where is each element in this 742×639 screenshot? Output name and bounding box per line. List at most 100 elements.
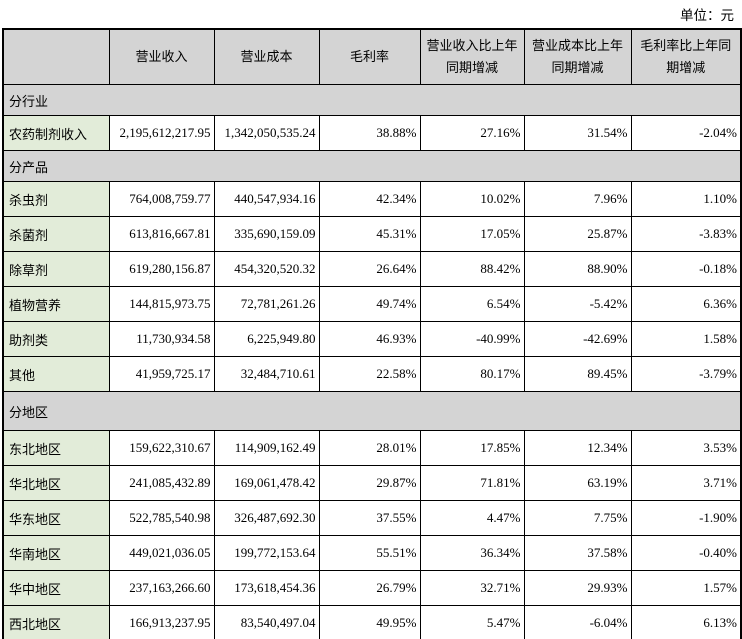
value-cell: 71.81% — [419, 465, 525, 501]
value-cell: 169,061,478.42 — [213, 465, 320, 501]
value-cell: 199,772,153.64 — [213, 535, 320, 571]
column-header: 营业收入 — [108, 28, 215, 85]
table-row: 杀菌剂 613,816,667.81 335,690,159.09 45.31% 17.… — [2, 216, 742, 252]
table-row: 东北地区 159,622,310.67 114,909,162.49 28.01% 17… — [2, 430, 742, 466]
value-cell: -1.90% — [630, 500, 742, 536]
value-cell: 237,163,266.60 — [108, 570, 215, 606]
value-cell: 1.57% — [630, 570, 742, 606]
financial-segment-table: 营业收入 营业成本 毛利率 营业收入比上年同期增减 营业成本比上年同期增减 毛利率比上年同… — [2, 28, 742, 639]
value-cell: 49.74% — [318, 286, 421, 322]
value-cell: 37.55% — [318, 500, 421, 536]
table-row: 农药制剂收入 2,195,612,217.95 1,342,050,535.24 38… — [2, 115, 742, 151]
section-header-cell: 分地区 — [2, 391, 742, 431]
value-cell: 2,195,612,217.95 — [108, 115, 215, 151]
value-cell: 6.36% — [630, 286, 742, 322]
value-cell: 7.96% — [523, 181, 632, 217]
value-cell: -2.04% — [630, 115, 742, 151]
row-label-cell: 华东地区 — [2, 500, 110, 536]
value-cell: 619,280,156.87 — [108, 251, 215, 287]
column-header: 毛利率比上年同期增减 — [630, 28, 742, 85]
value-cell: 72,781,261.26 — [213, 286, 320, 322]
value-cell: 10.02% — [419, 181, 525, 217]
value-cell: 3.53% — [630, 430, 742, 466]
value-cell: 3.71% — [630, 465, 742, 501]
row-label-cell: 东北地区 — [2, 430, 110, 466]
table-row: 华北地区 241,085,432.89 169,061,478.42 29.87% 71… — [2, 465, 742, 501]
row-label-cell: 其他 — [2, 356, 110, 392]
value-cell: 45.31% — [318, 216, 421, 252]
value-cell: 173,618,454.36 — [213, 570, 320, 606]
value-cell: 26.64% — [318, 251, 421, 287]
value-cell: 83,540,497.04 — [213, 605, 320, 639]
value-cell: 26.79% — [318, 570, 421, 606]
value-cell: 38.88% — [318, 115, 421, 151]
value-cell: 4.47% — [419, 500, 525, 536]
table-row: 杀虫剂 764,008,759.77 440,547,934.16 42.34% 10.… — [2, 181, 742, 217]
table-row: 助剂类 11,730,934.58 6,225,949.80 46.93% -40.99… — [2, 321, 742, 357]
value-cell: 80.17% — [419, 356, 525, 392]
value-cell: 37.58% — [523, 535, 632, 571]
table-row: 其他 41,959,725.17 32,484,710.61 22.58% 80.17%… — [2, 356, 742, 392]
value-cell: -6.04% — [523, 605, 632, 639]
value-cell: 25.87% — [523, 216, 632, 252]
value-cell: 22.58% — [318, 356, 421, 392]
value-cell: -3.79% — [630, 356, 742, 392]
value-cell: -40.99% — [419, 321, 525, 357]
column-header: 营业收入比上年同期增减 — [419, 28, 525, 85]
value-cell: 63.19% — [523, 465, 632, 501]
value-cell: 89.45% — [523, 356, 632, 392]
table-row: 西北地区 166,913,237.95 83,540,497.04 49.95% 5.4… — [2, 605, 742, 639]
value-cell: 46.93% — [318, 321, 421, 357]
value-cell: 144,815,973.75 — [108, 286, 215, 322]
table-row: 植物营养 144,815,973.75 72,781,261.26 49.74% 6.5… — [2, 286, 742, 322]
value-cell: 29.87% — [318, 465, 421, 501]
row-label-cell: 农药制剂收入 — [2, 115, 110, 151]
row-label-cell: 除草剂 — [2, 251, 110, 287]
value-cell: 32.71% — [419, 570, 525, 606]
column-header: 毛利率 — [318, 28, 421, 85]
value-cell: 6.54% — [419, 286, 525, 322]
table-row: 华南地区 449,021,036.05 199,772,153.64 55.51% 36… — [2, 535, 742, 571]
value-cell: 29.93% — [523, 570, 632, 606]
value-cell: 6,225,949.80 — [213, 321, 320, 357]
value-cell: 12.34% — [523, 430, 632, 466]
section-header-row: 分产品 — [2, 150, 742, 182]
value-cell: 1.58% — [630, 321, 742, 357]
value-cell: 449,021,036.05 — [108, 535, 215, 571]
section-header-row: 分行业 — [2, 84, 742, 116]
unit-label: 单位：元 — [680, 8, 734, 23]
section-header-row: 分地区 — [2, 391, 742, 431]
value-cell: 36.34% — [419, 535, 525, 571]
row-label-cell: 华中地区 — [2, 570, 110, 606]
row-label-cell: 植物营养 — [2, 286, 110, 322]
table-row: 华东地区 522,785,540.98 326,487,692.30 37.55% 4.… — [2, 500, 742, 536]
value-cell: 114,909,162.49 — [213, 430, 320, 466]
value-cell: 88.42% — [419, 251, 525, 287]
row-label-cell: 西北地区 — [2, 605, 110, 639]
row-label-cell: 华北地区 — [2, 465, 110, 501]
value-cell: 440,547,934.16 — [213, 181, 320, 217]
value-cell: 5.47% — [419, 605, 525, 639]
section-header-cell: 分行业 — [2, 84, 742, 116]
row-label-cell: 杀菌剂 — [2, 216, 110, 252]
value-cell: 17.85% — [419, 430, 525, 466]
value-cell: -5.42% — [523, 286, 632, 322]
value-cell: -42.69% — [523, 321, 632, 357]
value-cell: 28.01% — [318, 430, 421, 466]
column-header: 营业成本比上年同期增减 — [523, 28, 632, 85]
value-cell: 241,085,432.89 — [108, 465, 215, 501]
value-cell: 1,342,050,535.24 — [213, 115, 320, 151]
value-cell: 764,008,759.77 — [108, 181, 215, 217]
value-cell: 7.75% — [523, 500, 632, 536]
row-label-cell: 助剂类 — [2, 321, 110, 357]
column-header: 营业成本 — [213, 28, 320, 85]
value-cell: 159,622,310.67 — [108, 430, 215, 466]
value-cell: 335,690,159.09 — [213, 216, 320, 252]
value-cell: 613,816,667.81 — [108, 216, 215, 252]
table-row: 华中地区 237,163,266.60 173,618,454.36 26.79% 32… — [2, 570, 742, 606]
value-cell: 17.05% — [419, 216, 525, 252]
row-label-cell: 华南地区 — [2, 535, 110, 571]
value-cell: 522,785,540.98 — [108, 500, 215, 536]
value-cell: 27.16% — [419, 115, 525, 151]
